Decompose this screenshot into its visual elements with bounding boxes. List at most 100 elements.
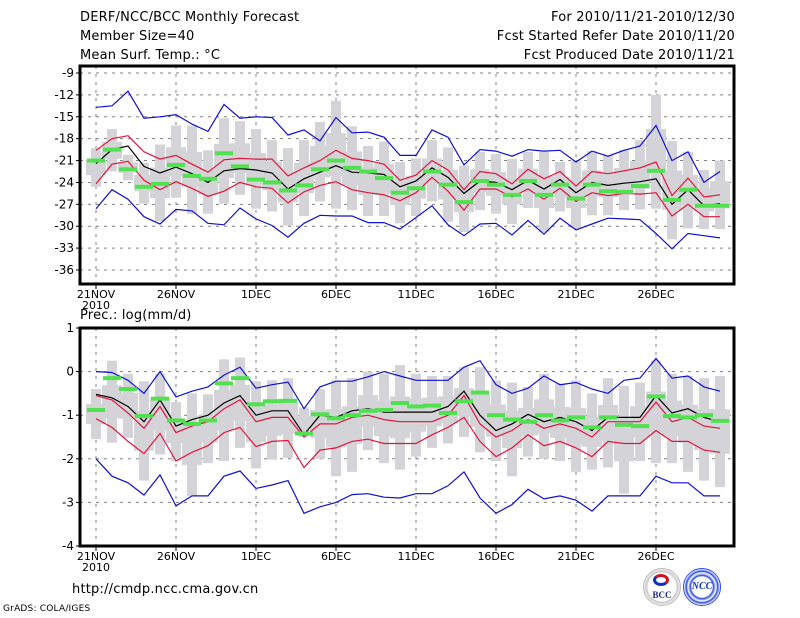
- observation-marker: [119, 167, 137, 172]
- observation-marker: [103, 376, 121, 381]
- ensemble-box: [598, 404, 618, 441]
- observation-marker: [247, 177, 265, 182]
- ensemble-box: [230, 384, 250, 421]
- observation-marker: [295, 431, 313, 436]
- y-tick-label: 0: [66, 365, 74, 379]
- observation-marker: [231, 164, 249, 169]
- observation-marker: [519, 178, 537, 183]
- variable-label: Mean Surf. Temp.: °C: [80, 48, 221, 63]
- ensemble-box: [582, 416, 602, 447]
- grads-credit: GrADS: COLA/IGES: [3, 604, 91, 614]
- ensemble-box: [294, 416, 314, 429]
- series-line-upper-quartile: [95, 135, 721, 198]
- observation-marker: [695, 203, 713, 208]
- observation-marker: [551, 418, 569, 423]
- source-url[interactable]: http://cmdp.ncc.cma.gov.cn: [72, 582, 259, 597]
- observation-marker: [439, 182, 457, 187]
- y-tick-label: -15: [54, 110, 74, 124]
- observation-marker: [183, 173, 201, 178]
- series-line-lower-quartile: [95, 160, 720, 218]
- observation-marker: [535, 192, 553, 197]
- observation-marker: [551, 182, 569, 187]
- observation-marker: [471, 178, 489, 183]
- x-tick-label: 26NOV: [157, 550, 196, 563]
- observation-marker: [711, 418, 729, 423]
- observation-marker: [583, 182, 601, 187]
- observation-marker: [407, 404, 425, 409]
- observation-marker: [135, 184, 153, 189]
- observation-marker: [567, 196, 585, 201]
- observation-marker: [679, 415, 697, 420]
- x-tick-label: 11DEC: [397, 288, 434, 301]
- observation-marker: [503, 417, 521, 422]
- x-tick-label: 26DEC: [637, 550, 674, 563]
- observation-marker: [375, 176, 393, 181]
- x-tick-label: 16DEC: [477, 550, 514, 563]
- observation-marker: [215, 151, 233, 156]
- x-tick-label: 6DEC: [321, 288, 351, 301]
- observation-marker: [455, 399, 473, 404]
- observation-marker: [343, 413, 361, 418]
- observation-marker: [455, 200, 473, 205]
- chart-title: DERF/NCC/BCC Monthly Forecast: [80, 10, 300, 25]
- observation-marker: [87, 407, 105, 412]
- x-tick-label: 21NOV: [77, 550, 116, 563]
- ensemble-box: [390, 396, 410, 439]
- x-tick-label: 21NOV: [77, 288, 116, 301]
- observation-marker: [615, 422, 633, 427]
- ncc-logo-text: NCC: [691, 581, 713, 592]
- y-tick-label: -24: [54, 175, 74, 189]
- observation-marker: [407, 186, 425, 191]
- observation-marker: [439, 411, 457, 416]
- observation-marker: [711, 203, 729, 208]
- observation-marker: [311, 412, 329, 417]
- y-tick-label: -3: [62, 495, 74, 509]
- x-tick-label: 2010: [82, 299, 110, 312]
- observation-marker: [519, 419, 537, 424]
- observation-marker: [359, 169, 377, 174]
- ensemble-box: [438, 396, 458, 424]
- series-line-max: [95, 90, 721, 184]
- bcc-logo: BCC: [643, 568, 681, 606]
- y-tick-label: -2: [62, 452, 74, 466]
- observation-marker: [215, 381, 233, 386]
- observation-marker: [167, 418, 185, 423]
- observation-marker: [119, 387, 137, 392]
- observation-marker: [631, 424, 649, 429]
- observation-marker: [327, 158, 345, 163]
- observation-marker: [663, 197, 681, 202]
- plot-frame: [78, 64, 736, 286]
- observation-marker: [695, 413, 713, 418]
- observation-marker: [279, 398, 297, 403]
- y-tick-label: -9: [62, 66, 74, 80]
- ncc-logo: NCC: [683, 568, 721, 606]
- forecast-period: For 2010/11/21-2010/12/30: [551, 10, 735, 25]
- x-tick-label: 26NOV: [157, 288, 196, 301]
- ensemble-box: [246, 407, 266, 443]
- observation-marker: [503, 192, 521, 197]
- observation-marker: [279, 188, 297, 193]
- observation-marker: [375, 407, 393, 412]
- y-tick-label: -36: [54, 263, 74, 277]
- observation-marker: [647, 168, 665, 173]
- ensemble-box: [326, 133, 346, 177]
- x-tick-label: 21DEC: [557, 550, 594, 563]
- ensemble-box: [662, 400, 682, 437]
- precip-panel-label: Prec.: log(mm/d): [80, 308, 192, 323]
- observation-marker: [359, 408, 377, 413]
- observation-marker: [487, 413, 505, 418]
- observation-marker: [183, 421, 201, 426]
- observation-marker: [199, 418, 217, 423]
- y-tick-label: 1: [66, 321, 74, 335]
- y-tick-label: -33: [54, 241, 74, 255]
- observation-marker: [391, 190, 409, 195]
- x-tick-label: 16DEC: [477, 288, 514, 301]
- observation-marker: [423, 403, 441, 408]
- observation-marker: [615, 189, 633, 194]
- observation-marker: [599, 415, 617, 420]
- observation-marker: [327, 416, 345, 421]
- observation-marker: [263, 399, 281, 404]
- x-tick-label: 1DEC: [241, 288, 271, 301]
- forecast-started-date: Fcst Started Refer Date 2010/11/20: [496, 29, 735, 44]
